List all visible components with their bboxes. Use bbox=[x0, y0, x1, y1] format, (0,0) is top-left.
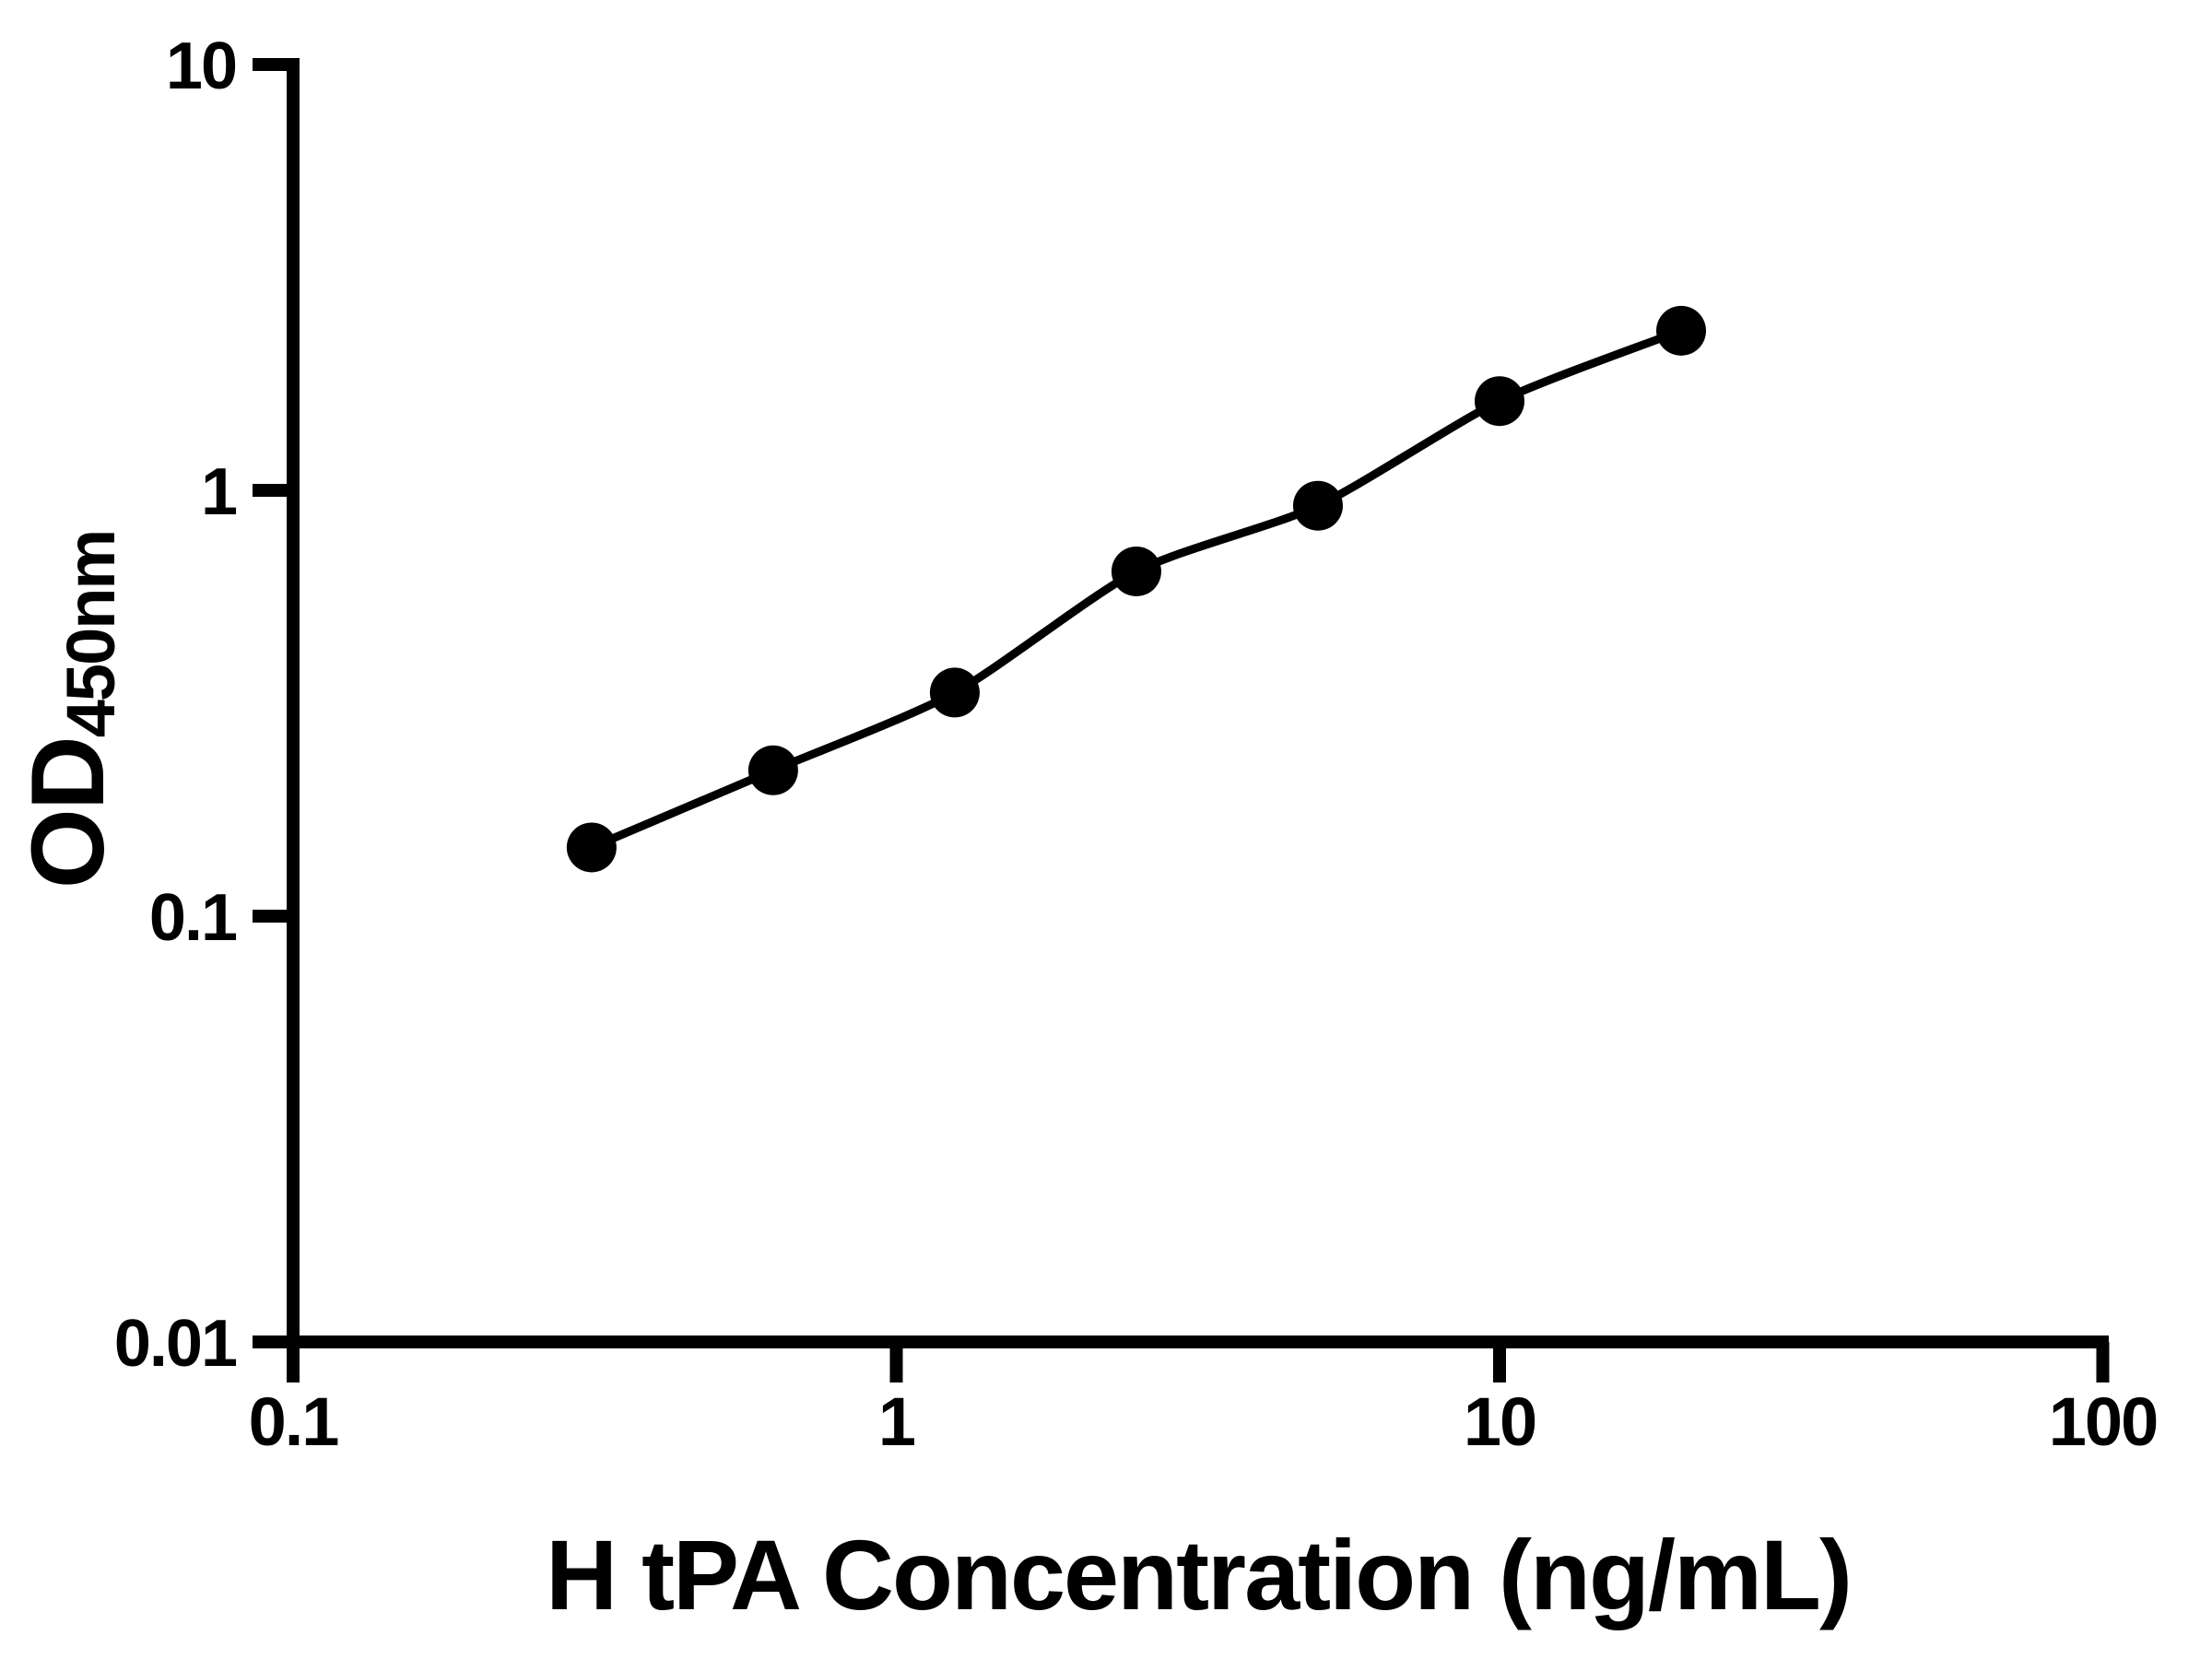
data-point bbox=[1111, 546, 1161, 596]
y-axis-title: OD450nm bbox=[10, 531, 129, 888]
x-axis-tick-labels: 0.1 1 10 100 bbox=[249, 1383, 2159, 1460]
axes bbox=[287, 58, 2109, 1348]
x-tick-label: 0.1 bbox=[249, 1383, 339, 1460]
x-tick-label: 100 bbox=[2049, 1383, 2157, 1460]
data-series bbox=[566, 305, 1707, 873]
y-axis-ticks bbox=[253, 58, 293, 1348]
y-tick-label: 1 bbox=[201, 455, 237, 529]
y-tick-label: 0.1 bbox=[149, 881, 237, 955]
data-point bbox=[929, 667, 980, 718]
data-point bbox=[566, 822, 617, 873]
y-tick-label: 0.01 bbox=[114, 1307, 237, 1381]
x-tick-label: 1 bbox=[878, 1383, 915, 1460]
data-point bbox=[1656, 305, 1707, 356]
data-point bbox=[1475, 376, 1524, 427]
y-axis-tick-labels: 10 1 0.1 0.01 bbox=[114, 29, 239, 1381]
data-point bbox=[747, 745, 798, 795]
data-point bbox=[1292, 480, 1343, 531]
x-axis-title: H tPA Concentration (ng/mL) bbox=[546, 1519, 1851, 1630]
y-axis-title-subscript: 450nm bbox=[53, 531, 129, 737]
y-axis-title-main: OD bbox=[10, 737, 125, 888]
x-axis-ticks bbox=[287, 1342, 2110, 1382]
x-tick-label: 10 bbox=[1464, 1383, 1535, 1460]
y-tick-label: 10 bbox=[166, 29, 236, 103]
